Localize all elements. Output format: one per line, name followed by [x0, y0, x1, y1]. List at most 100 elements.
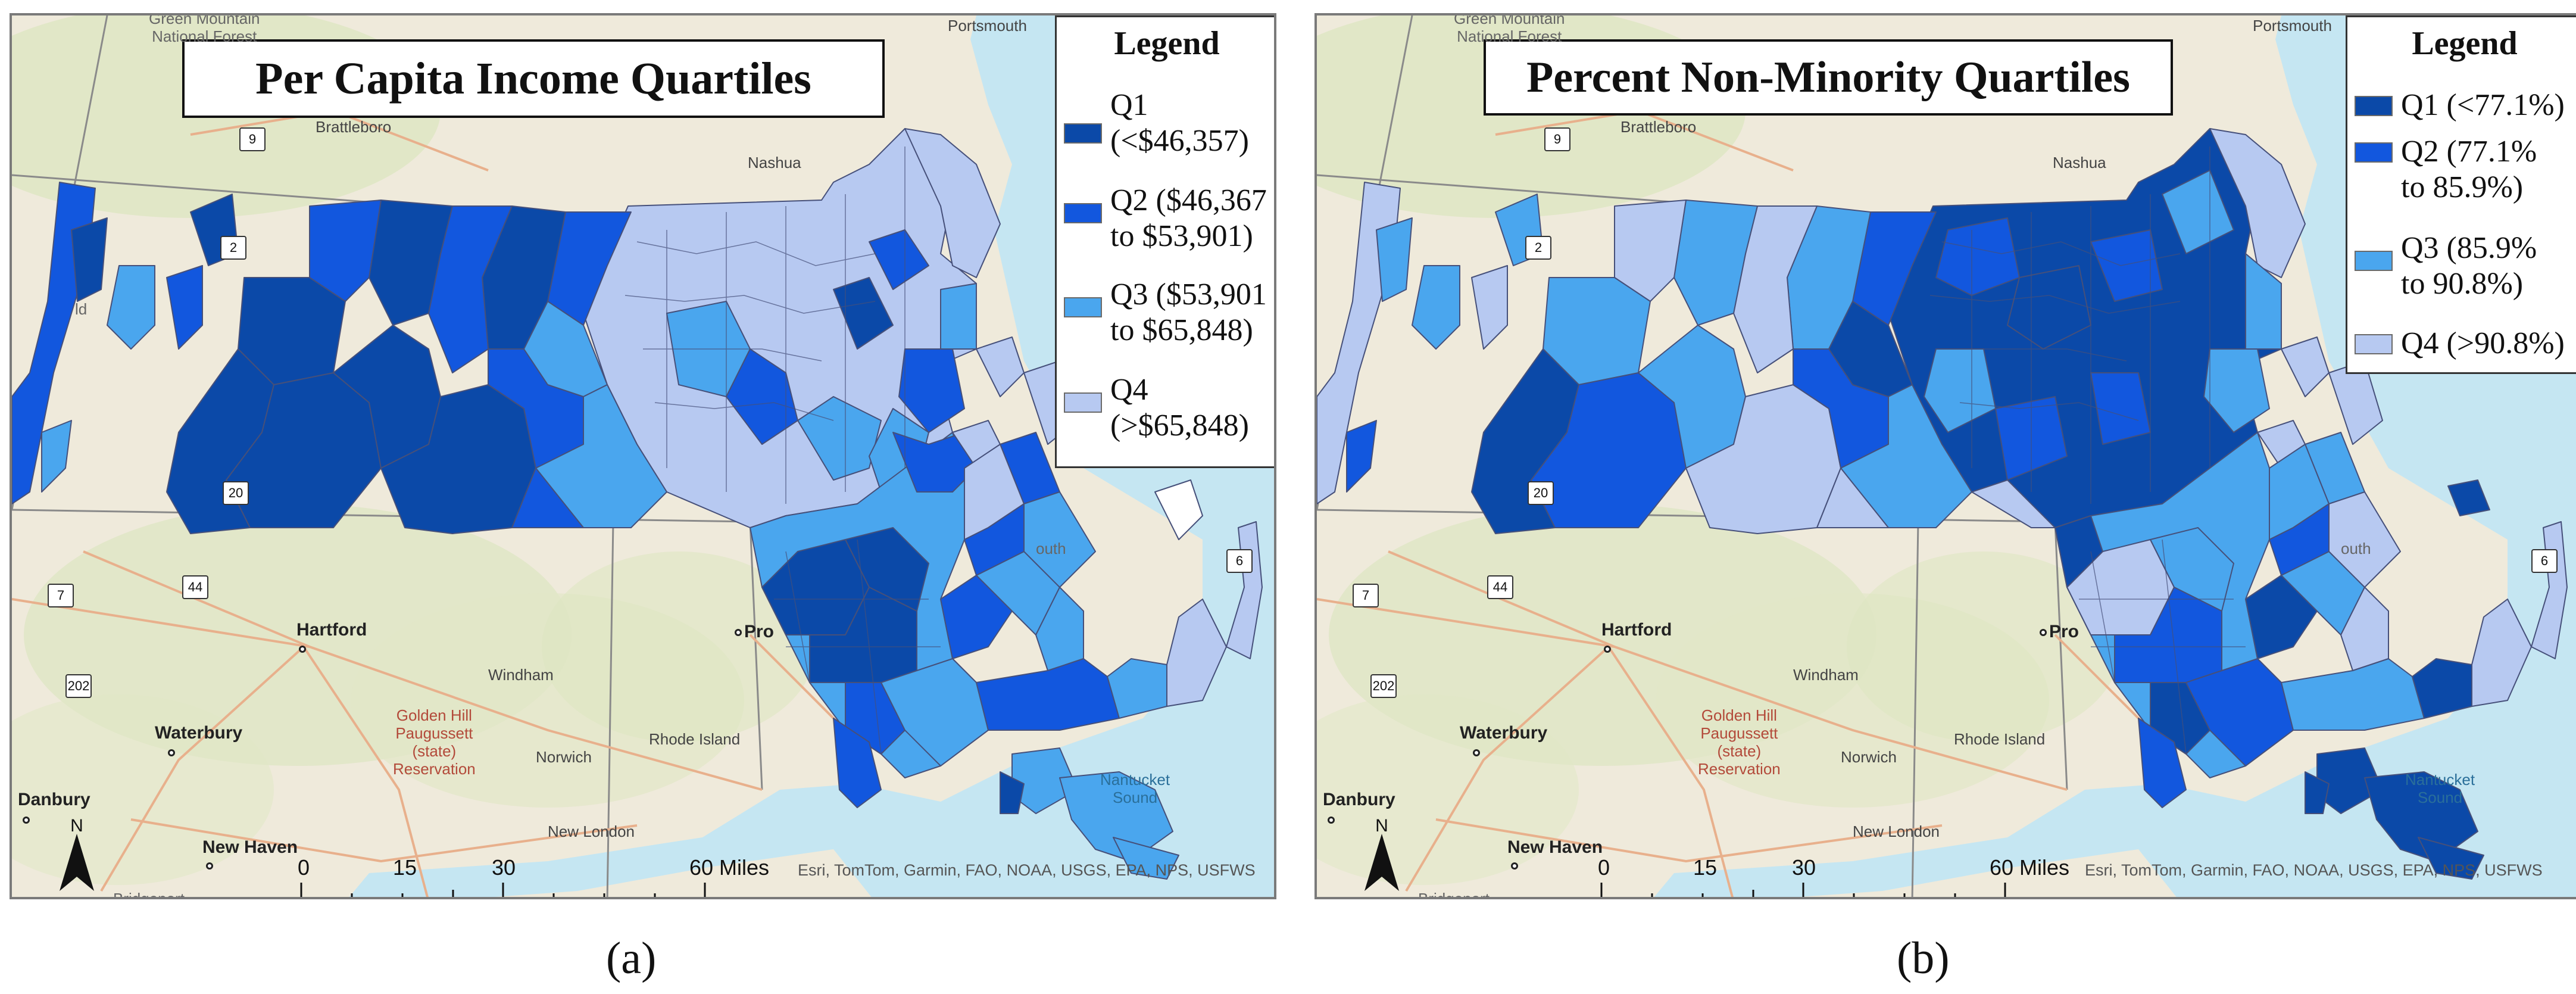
map-title: Per Capita Income Quartiles — [182, 39, 885, 118]
route-shield-2: 2 — [220, 236, 246, 260]
city-marker — [1604, 646, 1611, 653]
north-label: N — [70, 816, 83, 836]
route-shield-6: 6 — [2531, 549, 2558, 573]
map-attribution: Esri, TomTom, Garmin, FAO, NOAA, USGS, E… — [798, 861, 1256, 879]
city-marker — [2040, 629, 2047, 636]
place-nantucket-sound: Nantucket Sound — [1100, 771, 1170, 806]
place-golden-hill: Golden Hill Paugussett (state) Reservati… — [1698, 706, 1781, 778]
place-windham: Windham — [488, 666, 554, 684]
scale-bar: 0 15 30 60 Miles — [1598, 855, 2069, 897]
route-shield-20: 20 — [1528, 481, 1554, 505]
route-shield-6: 6 — [1226, 549, 1253, 573]
place-windham: Windham — [1793, 666, 1859, 684]
place-outh: outh — [1036, 540, 1066, 557]
ocean — [1654, 15, 2576, 897]
city-marker — [299, 646, 306, 653]
city-marker — [1511, 862, 1518, 870]
city-marker — [1328, 817, 1335, 824]
legend-title: Legend — [1114, 25, 1220, 62]
legend-item-q3: Q3 (85.9% to 90.8%) — [2352, 230, 2576, 320]
route-shield-9: 9 — [1544, 127, 1570, 151]
legend-label-q1: Q1 (<77.1%) — [2401, 88, 2565, 122]
place-danbury: Danbury — [1323, 790, 1395, 809]
place-new-london: New London — [548, 822, 635, 840]
place-nashua: Nashua — [748, 154, 801, 172]
route-shield-7: 7 — [48, 584, 74, 607]
scale-tick-15: 15 — [1693, 855, 1718, 880]
legend-label-q4: Q4 (>90.8%) — [2401, 326, 2565, 360]
choropleth-b — [1317, 128, 2568, 880]
legend-label-q3: Q3 (85.9% to 90.8%) — [2401, 231, 2537, 301]
north-arrow: N — [1361, 816, 1403, 893]
place-hartford: Hartford — [296, 620, 367, 640]
route-shield-44: 44 — [1487, 575, 1513, 599]
city-marker — [23, 817, 30, 824]
place-ld: ld — [75, 300, 88, 318]
place-hartford: Hartford — [1601, 620, 1672, 640]
north-arrow: N — [56, 816, 98, 893]
legend-label-q2: Q2 (77.1% to 85.9%) — [2401, 135, 2537, 204]
map-title: Percent Non-Minority Quartiles — [1484, 39, 2173, 116]
place-green-mountain: Green Mountain National Forest — [1454, 13, 1565, 45]
city-marker — [735, 629, 742, 636]
scale-bar-graphic — [1600, 883, 2006, 897]
ma-town-outline — [1929, 147, 2246, 755]
legend-item-q2: Q2 (77.1% to 85.9%) — [2352, 134, 2576, 223]
legend-label-q3: Q3 ($53,901 to $65,848) — [1110, 278, 1267, 347]
place-danbury: Danbury — [18, 790, 90, 809]
choropleth-a — [12, 128, 1263, 880]
place-bridgeport: Bridgeport — [1418, 890, 1490, 899]
map-attribution: Esri, TomTom, Garmin, FAO, NOAA, USGS, E… — [2085, 861, 2543, 879]
map-panel-a: Per Capita Income Quartiles Legend Q1 (<… — [10, 13, 1276, 899]
north-arrow-icon — [1365, 834, 1399, 891]
ocean — [349, 15, 1274, 897]
place-rhode-island: Rhode Island — [1954, 730, 2046, 748]
legend-item-q4: Q4 (>$65,848) — [1061, 372, 1273, 462]
legend-swatch-q3 — [1064, 297, 1102, 317]
route-shield-20: 20 — [223, 481, 249, 505]
panel-caption-a: (a) — [606, 933, 657, 983]
place-pro: Pro — [2049, 622, 2079, 641]
place-portsmouth: Portsmouth — [2253, 17, 2332, 35]
place-outh: outh — [2341, 540, 2371, 557]
legend-label-q4: Q4 (>$65,848) — [1110, 373, 1249, 443]
place-green-mountain: Green Mountain National Forest — [149, 13, 260, 45]
legend-swatch-q2 — [2355, 142, 2393, 163]
ma-town-outline — [625, 147, 941, 755]
legend: Legend Q1 (<77.1%) Q2 (77.1% to 85.9%) Q… — [2346, 15, 2576, 374]
legend-swatch-q4 — [2355, 334, 2393, 354]
route-shield-44: 44 — [182, 575, 208, 599]
legend-item-q4: Q4 (>90.8%) — [2352, 326, 2576, 373]
legend-label-q1: Q1 (<$46,357) — [1110, 88, 1249, 158]
scale-tick-0: 0 — [1598, 855, 1610, 880]
scale-tick-0: 0 — [298, 855, 310, 880]
map-panel-b: Percent Non-Minority Quartiles Legend Q1… — [1314, 13, 2576, 899]
place-waterbury: Waterbury — [155, 723, 243, 743]
legend-swatch-q2 — [1064, 203, 1102, 223]
place-bridgeport: Bridgeport — [113, 890, 185, 899]
scale-tick-30: 30 — [492, 855, 516, 880]
place-brattleboro: Brattleboro — [316, 118, 392, 136]
route-shield-7: 7 — [1353, 584, 1379, 607]
scale-bar-graphic — [300, 883, 706, 897]
scale-tick-60: 60 Miles — [1990, 855, 2070, 880]
place-nantucket-sound: Nantucket Sound — [2405, 771, 2475, 806]
legend-swatch-q1 — [1064, 123, 1102, 144]
legend-item-q3: Q3 ($53,901 to $65,848) — [1061, 277, 1273, 366]
place-waterbury: Waterbury — [1460, 723, 1548, 743]
route-shield-2: 2 — [1525, 236, 1551, 260]
legend-item-q2: Q2 ($46,367 to $53,901) — [1061, 183, 1273, 272]
legend-swatch-q3 — [2355, 251, 2393, 271]
panel-caption-b: (b) — [1897, 933, 1950, 983]
place-new-london: New London — [1853, 822, 1940, 840]
city-marker — [168, 749, 175, 756]
route-shield-9: 9 — [239, 127, 266, 151]
legend-item-q1: Q1 (<77.1%) — [2352, 88, 2576, 135]
scale-tick-30: 30 — [1792, 855, 1816, 880]
scale-tick-15: 15 — [393, 855, 417, 880]
place-golden-hill: Golden Hill Paugussett (state) Reservati… — [393, 706, 476, 778]
city-marker — [206, 862, 213, 870]
place-norwich: Norwich — [536, 748, 592, 766]
place-brattleboro: Brattleboro — [1620, 118, 1697, 136]
place-new-haven: New Haven — [202, 837, 298, 857]
